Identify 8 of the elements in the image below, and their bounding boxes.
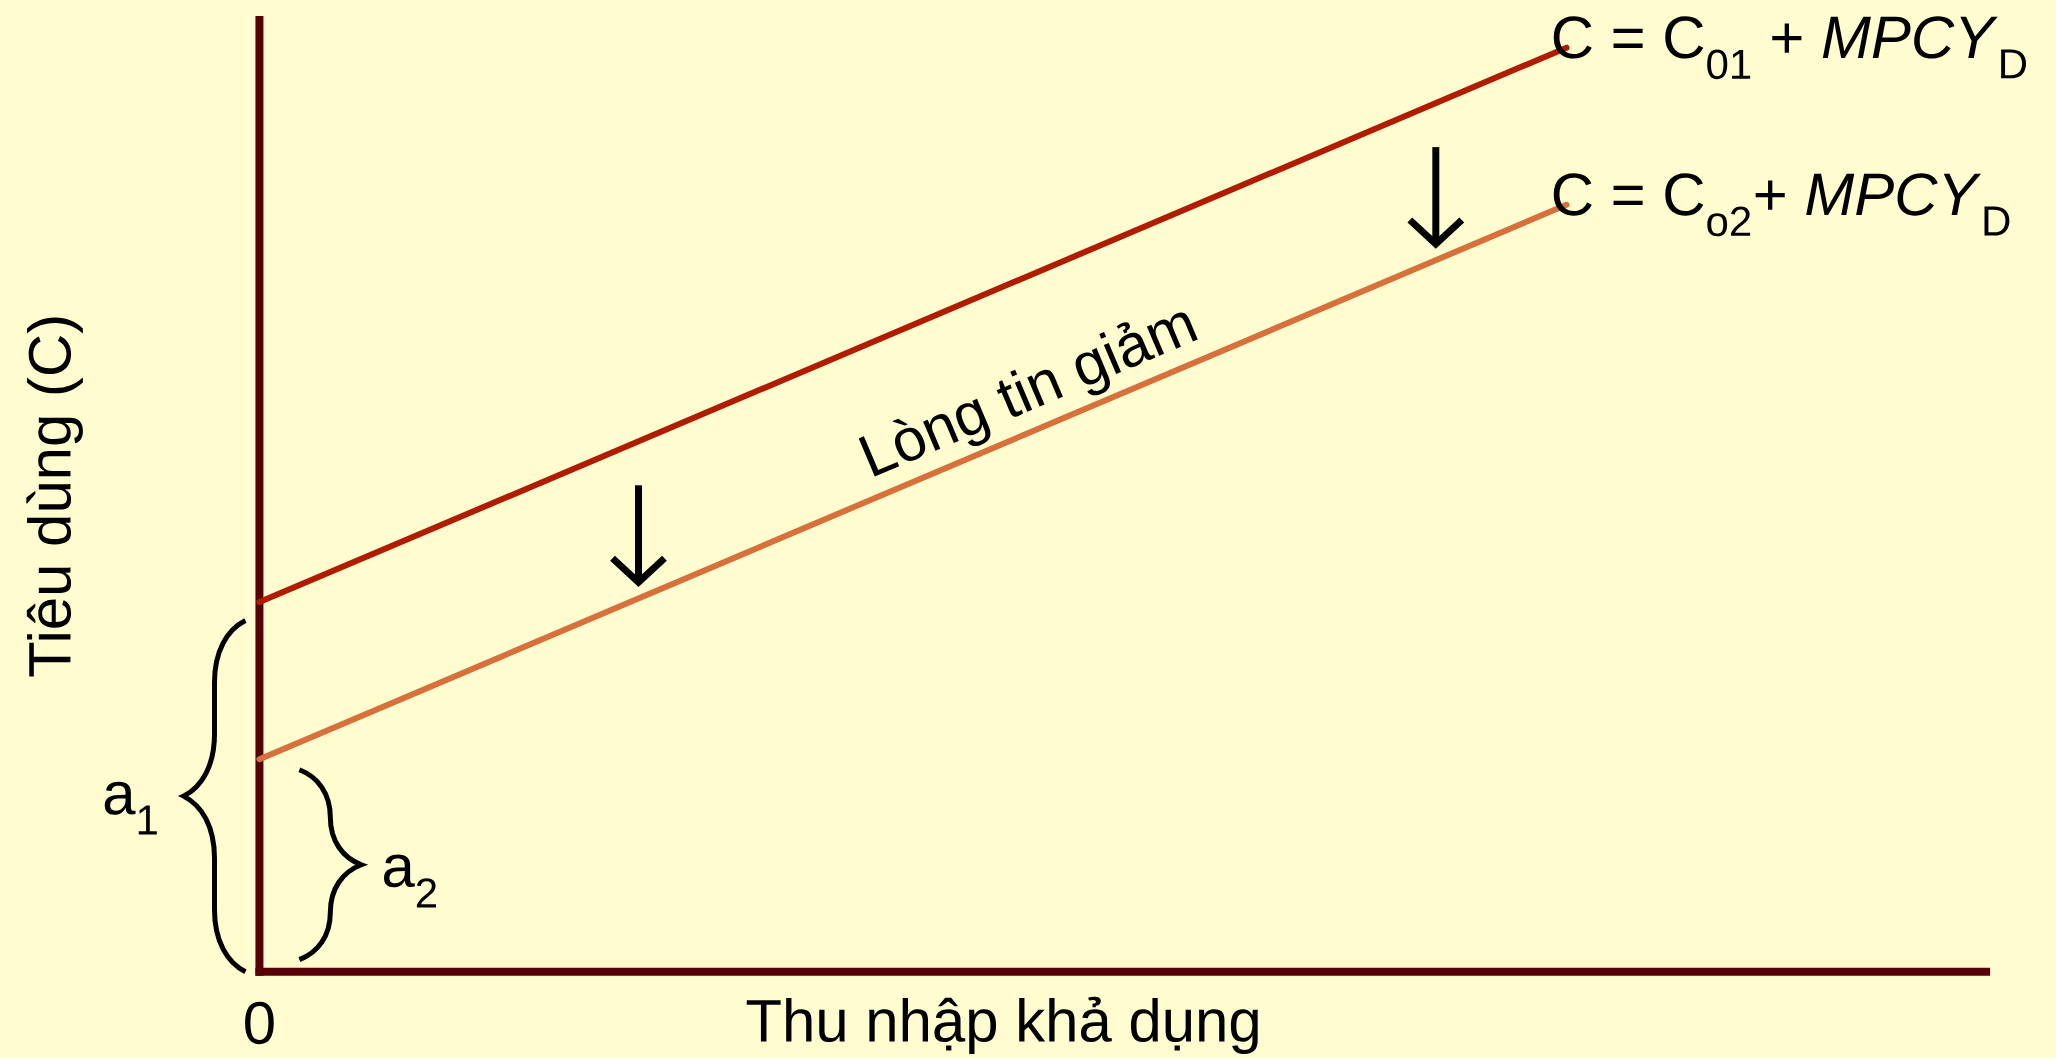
annotation: a$_{2}$ [384, 854, 437, 908]
y-axis-title: Tiêu dùng (C) [26, 317, 83, 677]
annotation: Lòng tin giảm [858, 312, 1198, 477]
x-axis-title: Thu nhập khả dụng [746, 997, 1258, 1055]
series-label: C = C$_{01}$ + MPCY$_{D}$ [1553, 16, 2026, 80]
series-label: C = C$_{o2}$+ MPCY$_{D}$ [1553, 173, 2010, 237]
text: 0 [245, 1002, 274, 1045]
text: a$_{1}$ [104, 782, 157, 835]
